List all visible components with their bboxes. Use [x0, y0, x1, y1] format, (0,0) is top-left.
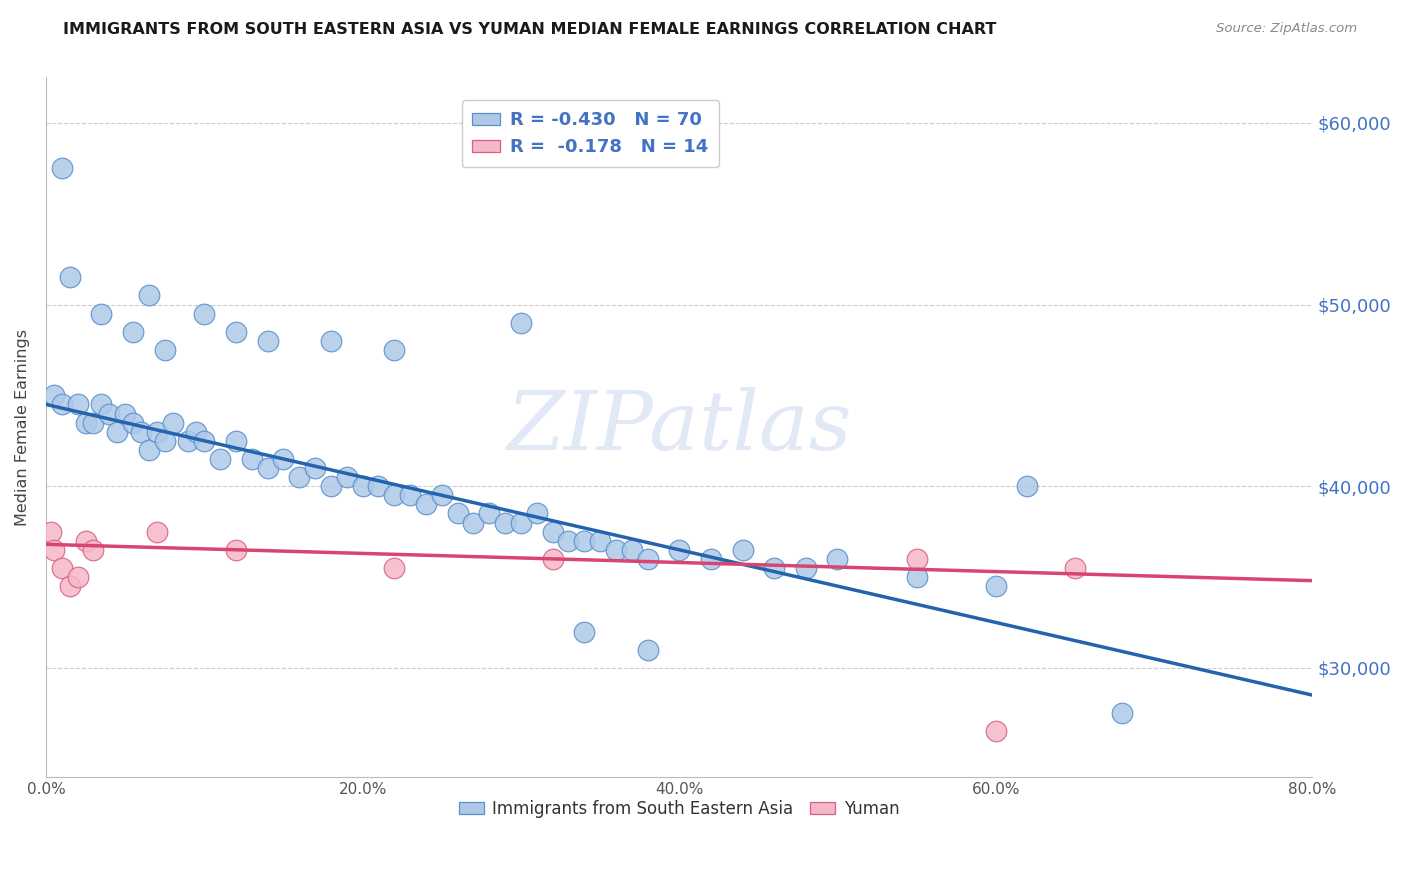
Point	[668, 542, 690, 557]
Point	[66, 397, 89, 411]
Point	[59, 579, 82, 593]
Point	[90, 397, 112, 411]
Point	[794, 561, 817, 575]
Point	[526, 507, 548, 521]
Point	[304, 461, 326, 475]
Point	[637, 552, 659, 566]
Point	[98, 407, 121, 421]
Point	[225, 542, 247, 557]
Point	[177, 434, 200, 448]
Point	[75, 416, 97, 430]
Text: IMMIGRANTS FROM SOUTH EASTERN ASIA VS YUMAN MEDIAN FEMALE EARNINGS CORRELATION C: IMMIGRANTS FROM SOUTH EASTERN ASIA VS YU…	[63, 22, 997, 37]
Point	[240, 452, 263, 467]
Point	[319, 479, 342, 493]
Point	[82, 542, 104, 557]
Point	[367, 479, 389, 493]
Point	[382, 343, 405, 357]
Point	[1064, 561, 1087, 575]
Point	[288, 470, 311, 484]
Point	[225, 325, 247, 339]
Point	[51, 561, 73, 575]
Point	[138, 442, 160, 457]
Point	[541, 524, 564, 539]
Point	[731, 542, 754, 557]
Point	[146, 524, 169, 539]
Y-axis label: Median Female Earnings: Median Female Earnings	[15, 328, 30, 525]
Point	[256, 461, 278, 475]
Point	[122, 325, 145, 339]
Point	[463, 516, 485, 530]
Point	[336, 470, 359, 484]
Point	[82, 416, 104, 430]
Point	[129, 425, 152, 439]
Point	[700, 552, 723, 566]
Point	[209, 452, 232, 467]
Point	[905, 552, 928, 566]
Point	[446, 507, 468, 521]
Point	[589, 533, 612, 548]
Point	[430, 488, 453, 502]
Point	[153, 434, 176, 448]
Point	[122, 416, 145, 430]
Point	[382, 488, 405, 502]
Point	[66, 570, 89, 584]
Point	[90, 307, 112, 321]
Point	[256, 334, 278, 348]
Legend: Immigrants from South Eastern Asia, Yuman: Immigrants from South Eastern Asia, Yuma…	[453, 793, 905, 824]
Point	[1017, 479, 1039, 493]
Point	[1111, 706, 1133, 721]
Point	[153, 343, 176, 357]
Point	[193, 434, 215, 448]
Point	[273, 452, 295, 467]
Point	[984, 579, 1007, 593]
Point	[114, 407, 136, 421]
Point	[984, 724, 1007, 739]
Text: ZIPatlas: ZIPatlas	[506, 387, 852, 467]
Point	[399, 488, 422, 502]
Point	[51, 161, 73, 176]
Point	[637, 642, 659, 657]
Point	[42, 542, 65, 557]
Point	[557, 533, 579, 548]
Point	[605, 542, 627, 557]
Point	[59, 270, 82, 285]
Point	[763, 561, 786, 575]
Point	[193, 307, 215, 321]
Point	[51, 397, 73, 411]
Point	[494, 516, 516, 530]
Point	[509, 516, 531, 530]
Point	[225, 434, 247, 448]
Text: Source: ZipAtlas.com: Source: ZipAtlas.com	[1216, 22, 1357, 36]
Point	[541, 552, 564, 566]
Point	[39, 524, 62, 539]
Point	[146, 425, 169, 439]
Point	[574, 624, 596, 639]
Point	[138, 288, 160, 302]
Point	[75, 533, 97, 548]
Point	[42, 388, 65, 402]
Point	[319, 334, 342, 348]
Point	[574, 533, 596, 548]
Point	[620, 542, 643, 557]
Point	[478, 507, 501, 521]
Point	[415, 497, 437, 511]
Point	[827, 552, 849, 566]
Point	[186, 425, 208, 439]
Point	[905, 570, 928, 584]
Point	[382, 561, 405, 575]
Point	[509, 316, 531, 330]
Point	[105, 425, 128, 439]
Point	[352, 479, 374, 493]
Point	[162, 416, 184, 430]
